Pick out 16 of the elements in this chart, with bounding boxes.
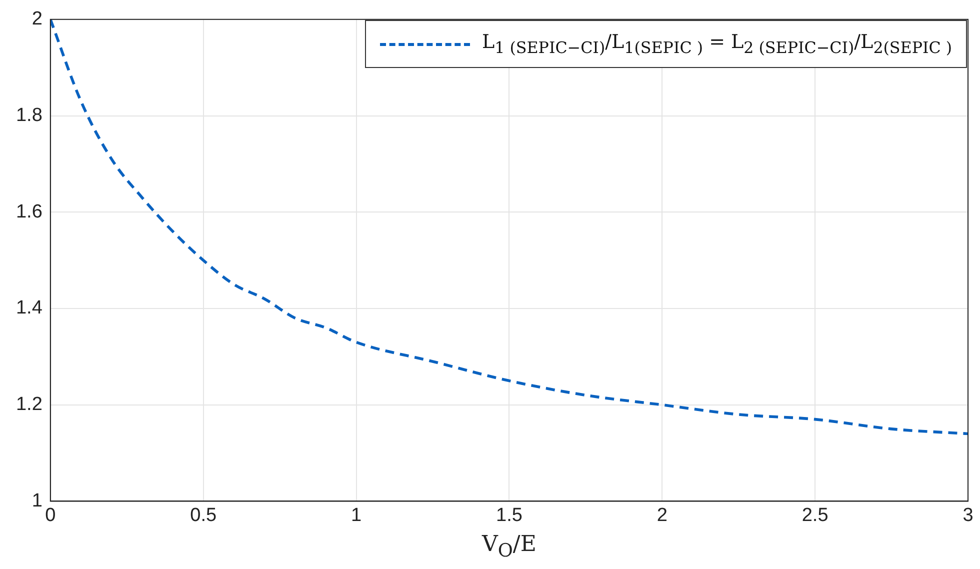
y-tick-label: 2 (32, 8, 42, 30)
x-tick-label: 0.5 (190, 504, 217, 526)
y-tick-label: 1.4 (16, 298, 43, 319)
x-axis-title: V$_{O}$/E (482, 532, 536, 562)
line-series (50, 19, 968, 436)
x-tick-label: 2.5 (802, 504, 828, 526)
y-tick-label: 1.2 (16, 394, 42, 416)
y-tick-label: 1.8 (16, 104, 42, 126)
x-tick-label: 2 (656, 504, 668, 526)
y-tick-label: 1 (32, 490, 42, 512)
x-tick-label: 1 (350, 504, 362, 526)
y-tick-label: 1.6 (16, 201, 42, 222)
legend-label: L$_{1 (SEPIC−CI)}$/L$_{1(SEPIC )}$ = L$_{2 (SEPIC−CI)}$/L$_{2(SEPIC )}$ (482, 31, 952, 58)
x-tick-label: 0 (45, 504, 56, 526)
x-tick-label: 1.5 (496, 504, 522, 526)
x-tick-label: 3 (962, 504, 974, 526)
